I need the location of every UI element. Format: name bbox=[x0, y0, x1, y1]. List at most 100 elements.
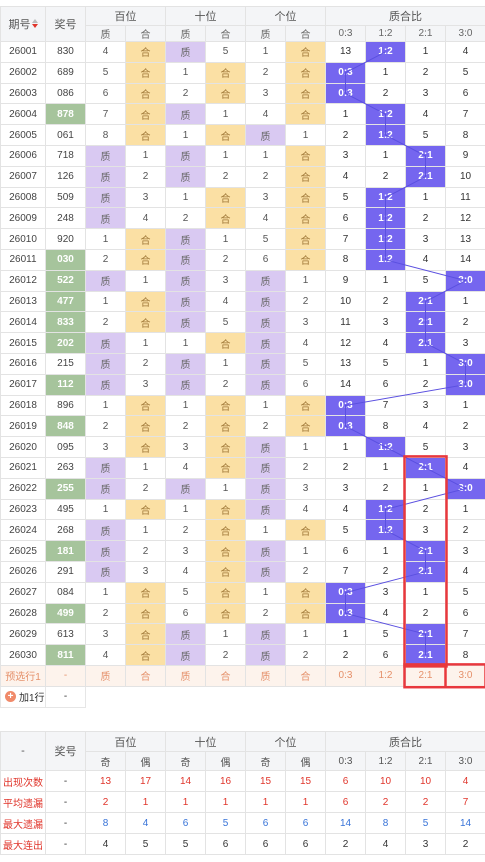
ratio-miss-cell: 3 bbox=[325, 144, 366, 167]
ratio-miss-cell: 2 bbox=[405, 207, 446, 230]
number-cell: 896 bbox=[45, 394, 86, 417]
sub-header: 合 bbox=[205, 25, 246, 42]
stats-label: 平均遗漏 bbox=[0, 791, 46, 813]
ratio-miss-cell: 13 bbox=[445, 228, 485, 250]
stats-sub-header: 偶 bbox=[205, 751, 246, 771]
miss-cell: 4 bbox=[165, 560, 206, 583]
preselect-cell[interactable]: 1:2 bbox=[365, 664, 406, 687]
composite-cell: 合 bbox=[125, 394, 166, 417]
miss-cell: 1 bbox=[85, 394, 126, 417]
miss-cell: 2 bbox=[245, 61, 286, 84]
miss-cell: 1 bbox=[85, 581, 126, 604]
ratio-miss-cell: 5 bbox=[365, 352, 406, 375]
preselect-cell[interactable]: 合 bbox=[205, 664, 246, 687]
ratio-miss-cell: 2 bbox=[365, 560, 406, 583]
stats-label: 最大连出 bbox=[0, 833, 46, 855]
preselect-cell[interactable]: 合 bbox=[285, 664, 326, 687]
draw-row: 26015 202 质 1 1 合质 4 12 4 2:1 3 bbox=[0, 332, 485, 354]
ratio-miss-cell: 5 bbox=[365, 623, 406, 646]
miss-cell: 1 bbox=[245, 394, 286, 417]
preselect-row[interactable]: 预选行1 - 质 合 质 合 质 合 0:3 1:2 2:1 3:0 bbox=[0, 664, 485, 687]
miss-cell: 1 bbox=[205, 623, 246, 646]
preselect-cell[interactable]: 质 bbox=[245, 664, 286, 687]
composite-cell: 合 bbox=[285, 207, 326, 230]
miss-cell: 5 bbox=[85, 61, 126, 84]
ratio-miss-cell: 2 bbox=[445, 311, 485, 334]
composite-cell: 合 bbox=[205, 498, 246, 521]
composite-cell: 合 bbox=[205, 124, 246, 146]
stats-sub-header: 偶 bbox=[125, 751, 166, 771]
add-row-button[interactable]: + 加1行 bbox=[0, 685, 46, 708]
draw-row: 26011 030 2 合质 2 6 合 8 1:2 4 14 bbox=[0, 248, 485, 271]
miss-cell: 1 bbox=[245, 519, 286, 542]
miss-cell: 2 bbox=[285, 560, 326, 583]
prime-cell: 质 bbox=[165, 248, 206, 271]
miss-cell: 3 bbox=[125, 186, 166, 209]
prime-cell: 质 bbox=[245, 124, 286, 146]
stats-label: 出现次数 bbox=[0, 770, 46, 792]
preselect-cell[interactable]: 合 bbox=[125, 664, 166, 687]
preselect-number: - bbox=[45, 664, 86, 687]
miss-cell: 1 bbox=[165, 332, 206, 354]
ratio-miss-cell: 13 bbox=[325, 352, 366, 375]
ratio-miss-cell: 1 bbox=[405, 581, 446, 604]
ratio-hit-cell: 2:1 bbox=[405, 311, 446, 334]
ratio-miss-cell: 2 bbox=[445, 519, 485, 542]
prime-cell: 质 bbox=[245, 477, 286, 500]
miss-cell: 2 bbox=[85, 415, 126, 438]
number-cell: 718 bbox=[45, 144, 86, 167]
ratio-miss-cell: 8 bbox=[325, 248, 366, 271]
miss-cell: 1 bbox=[245, 41, 286, 63]
period-cell: 26026 bbox=[0, 560, 46, 583]
miss-cell: 1 bbox=[285, 436, 326, 458]
miss-cell: 2 bbox=[125, 540, 166, 562]
number-cell: 215 bbox=[45, 352, 86, 375]
miss-cell: 6 bbox=[245, 248, 286, 271]
miss-cell: 6 bbox=[165, 602, 206, 625]
ratio-miss-cell: 2 bbox=[405, 602, 446, 625]
miss-cell: 6 bbox=[85, 82, 126, 105]
stats-dash: - bbox=[45, 833, 86, 855]
stats-value: 6 bbox=[245, 812, 286, 834]
period-cell: 26003 bbox=[0, 82, 46, 105]
preselect-cell[interactable]: 2:1 bbox=[405, 664, 446, 687]
composite-cell: 合 bbox=[205, 519, 246, 542]
miss-cell: 2 bbox=[165, 207, 206, 230]
number-cell: 112 bbox=[45, 373, 86, 396]
plus-icon[interactable]: + bbox=[5, 691, 16, 703]
ratio-miss-cell: 4 bbox=[325, 165, 366, 188]
ratio-miss-cell: 5 bbox=[325, 519, 366, 542]
prime-cell: 质 bbox=[85, 477, 126, 500]
composite-cell: 合 bbox=[285, 103, 326, 126]
sub-header: 合 bbox=[285, 25, 326, 42]
composite-cell: 合 bbox=[285, 581, 326, 604]
number-cell: 030 bbox=[45, 248, 86, 271]
miss-cell: 2 bbox=[125, 165, 166, 188]
miss-cell: 1 bbox=[165, 394, 206, 417]
miss-cell: 3 bbox=[125, 560, 166, 583]
miss-cell: 1 bbox=[285, 623, 326, 646]
period-header[interactable]: 期号 bbox=[0, 6, 46, 42]
ratio-hit-cell: 1:2 bbox=[365, 498, 406, 521]
preselect-cell[interactable]: 质 bbox=[85, 664, 126, 687]
preselect-cell[interactable]: 0:3 bbox=[325, 664, 366, 687]
stats-sub-header: 奇 bbox=[165, 751, 206, 771]
composite-cell: 合 bbox=[205, 415, 246, 438]
ratio-miss-cell: 6 bbox=[325, 207, 366, 230]
stats-value: 5 bbox=[405, 812, 446, 834]
stats-value: 2 bbox=[405, 791, 446, 813]
stats-value: 5 bbox=[165, 833, 206, 855]
miss-cell: 1 bbox=[165, 498, 206, 521]
period-cell: 26011 bbox=[0, 248, 46, 271]
ratio-miss-cell: 7 bbox=[365, 394, 406, 417]
miss-cell: 1 bbox=[205, 144, 246, 167]
draw-row: 26006 718 质 1 质 1 1 合 3 1 2:1 9 bbox=[0, 144, 485, 167]
draw-row: 26020 095 3 合 3 合质 1 1 1:2 5 3 bbox=[0, 436, 485, 458]
prime-cell: 质 bbox=[245, 269, 286, 292]
ratio-miss-cell: 3 bbox=[445, 540, 485, 562]
preselect-cell[interactable]: 质 bbox=[165, 664, 206, 687]
miss-cell: 3 bbox=[165, 436, 206, 458]
preselect-cell[interactable]: 3:0 bbox=[445, 664, 485, 687]
period-cell: 26013 bbox=[0, 290, 46, 313]
sort-icon[interactable] bbox=[31, 19, 38, 29]
